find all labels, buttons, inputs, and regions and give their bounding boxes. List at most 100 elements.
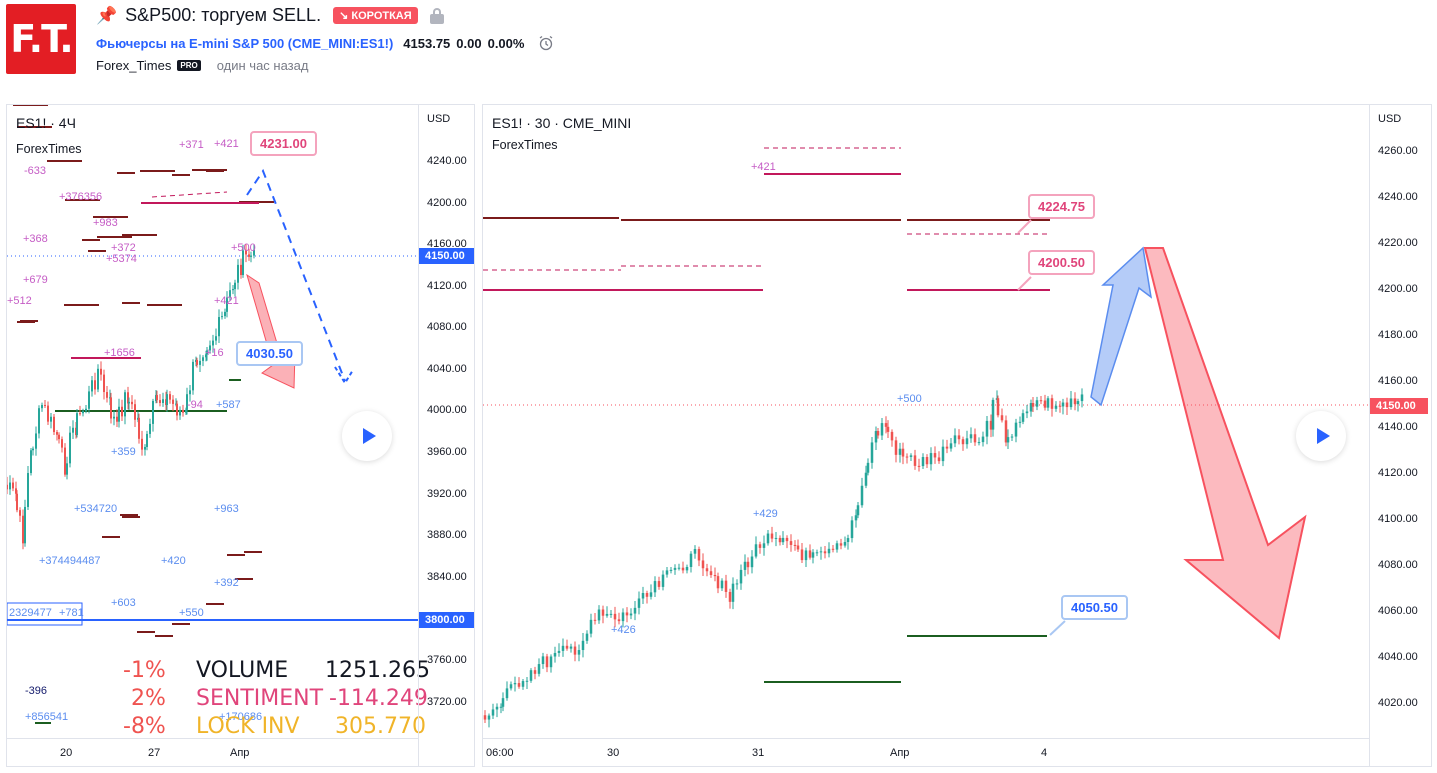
- left-candle: [16, 493, 18, 511]
- left-chart-canvas[interactable]: +371 +421 -633 +376356 +983 +368 +372+5374 +679…: [7, 105, 418, 740]
- y-tick-label: 3840.00: [427, 571, 467, 583]
- left-projection-path: [246, 168, 346, 382]
- price-change-pct: 0.00%: [487, 35, 525, 51]
- play-icon: [1316, 428, 1330, 444]
- right-candle: [499, 706, 503, 708]
- right-candle: [1080, 394, 1084, 402]
- left-annotation-text: +963: [214, 503, 239, 515]
- left-annotation-text: +420: [161, 555, 186, 567]
- right-candle: [819, 551, 823, 553]
- right-candle: [856, 505, 860, 516]
- left-candle: [128, 401, 130, 404]
- left-candle: [242, 250, 244, 276]
- right-candle: [991, 399, 995, 430]
- right-candle: [669, 569, 673, 571]
- right-candle: [621, 612, 625, 622]
- left-time-axis[interactable]: 20 27 Апр: [7, 738, 418, 766]
- left-candle: [113, 416, 115, 419]
- left-candle: [186, 394, 188, 410]
- left-candle: [202, 357, 204, 361]
- left-candle: [206, 350, 208, 355]
- right-candle: [981, 436, 985, 443]
- left-candle: [166, 394, 168, 406]
- play-icon: [362, 428, 376, 444]
- left-candle: [106, 392, 108, 398]
- left-candle: [82, 411, 84, 414]
- right-callout-1: 4224.75: [1028, 194, 1095, 219]
- stat-lock-name: LOCK INV: [196, 714, 300, 739]
- left-x-tick: 27: [148, 747, 161, 759]
- alarm-clock-icon[interactable]: [538, 35, 554, 51]
- right-candle: [850, 520, 854, 539]
- right-candle: [689, 553, 693, 567]
- right-time-axis[interactable]: 06:00 30 31 Апр 4: [483, 738, 1369, 766]
- right-candle: [1000, 415, 1004, 421]
- right-candle: [808, 550, 812, 558]
- left-candle: [50, 416, 52, 422]
- right-candle: [854, 515, 858, 521]
- right-candle: [781, 537, 785, 543]
- right-annotation-text: +429: [753, 508, 778, 520]
- left-chart-panel[interactable]: +371 +421 -633 +376356 +983 +368 +372 +5374 +679…: [6, 104, 475, 767]
- left-annotation-text: +781: [59, 607, 84, 619]
- right-candle: [665, 570, 669, 575]
- left-candle: [35, 433, 37, 449]
- right-candle: [758, 544, 762, 548]
- right-chart-canvas[interactable]: +421 +500 +429 +426: [483, 105, 1369, 740]
- right-candle: [537, 664, 541, 674]
- right-candle: [565, 645, 569, 649]
- left-box: [7, 602, 83, 626]
- left-candle: [253, 249, 255, 256]
- left-candle: [152, 400, 154, 424]
- logo[interactable]: F.T.: [6, 4, 76, 74]
- left-candle: [245, 250, 247, 255]
- left-candle: [237, 264, 239, 283]
- y-tick-label: 4120.00: [1378, 467, 1418, 479]
- right-candle: [585, 633, 589, 641]
- right-candle: [645, 593, 649, 597]
- right-chart-panel[interactable]: +421 +500 +429 +426 ES1! · 30 · CME_MINI Fo…: [482, 104, 1432, 767]
- symbol-link[interactable]: Фьючерсы на E-mini S&P 500 (CME_MINI:ES1…: [96, 35, 394, 51]
- y-tick-label: 4160.00: [427, 238, 467, 250]
- stat-sentiment-value: -114.249: [329, 686, 428, 711]
- y-tick-label: 4020.00: [1378, 697, 1418, 709]
- left-candle: [196, 359, 198, 365]
- left-candle: [61, 439, 63, 448]
- right-candle: [864, 472, 868, 486]
- left-annotation-text: +983: [93, 217, 118, 229]
- right-candle: [774, 537, 778, 539]
- right-candle: [685, 566, 689, 571]
- left-annotation-text: +856541: [25, 711, 68, 723]
- right-play-button[interactable]: [1296, 411, 1346, 461]
- right-candle: [762, 543, 766, 548]
- left-annotation-text: +679: [23, 274, 48, 286]
- right-candle: [735, 583, 739, 585]
- right-candle: [661, 574, 665, 587]
- stat-volume: -1% VOLUME 1251.265: [123, 658, 430, 683]
- left-candle: [118, 406, 120, 422]
- author-link[interactable]: Forex_Times: [96, 58, 172, 73]
- right-candle: [1031, 403, 1035, 407]
- right-candle: [505, 688, 509, 699]
- left-annotation-text: +512: [7, 295, 32, 307]
- left-dashed-level: [151, 191, 228, 198]
- left-projection-arrowhead: [334, 366, 354, 385]
- right-x-tick: 31: [752, 747, 765, 759]
- right-sell-arrow: [1143, 247, 1307, 640]
- right-price-axis[interactable]: USD 4260.00 4240.00 4220.00 4200.00 4180.00 4…: [1369, 105, 1428, 766]
- right-candle: [649, 592, 653, 597]
- left-play-button[interactable]: [342, 411, 392, 461]
- left-candle: [58, 434, 60, 440]
- left-candle: [224, 311, 226, 317]
- right-candle: [728, 591, 732, 602]
- right-candle: [880, 423, 884, 436]
- title-row: 📌 S&P500: торгуем SELL. ↘ КОРОТКАЯ: [96, 5, 444, 26]
- left-candle: [134, 404, 136, 420]
- left-price-axis[interactable]: USD 4240.00 4200.00 4160.00 4120.00 4080.00 4…: [418, 105, 474, 766]
- right-candle: [746, 561, 750, 568]
- left-candle: [146, 433, 148, 447]
- right-candle: [1073, 398, 1077, 405]
- left-candle: [47, 405, 49, 422]
- right-candle: [870, 442, 874, 463]
- right-candle: [593, 619, 597, 621]
